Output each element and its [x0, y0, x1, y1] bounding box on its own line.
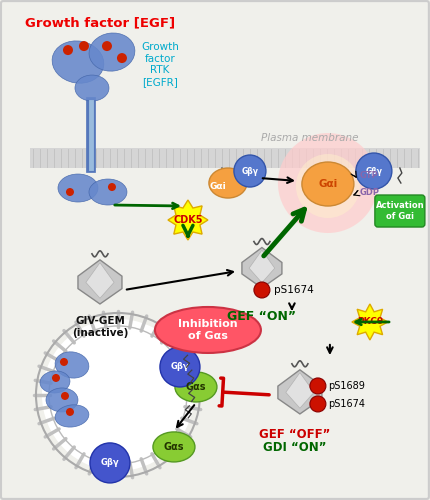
Circle shape — [102, 41, 112, 51]
Ellipse shape — [89, 179, 127, 205]
Circle shape — [61, 392, 69, 400]
Circle shape — [108, 183, 116, 191]
Circle shape — [310, 378, 326, 394]
Text: GTP: GTP — [360, 170, 379, 179]
Ellipse shape — [175, 372, 217, 402]
Circle shape — [79, 41, 89, 51]
FancyBboxPatch shape — [375, 195, 425, 227]
Text: Inhibition
of Gαs: Inhibition of Gαs — [178, 319, 238, 341]
Circle shape — [66, 188, 74, 196]
Ellipse shape — [155, 307, 261, 353]
Text: Gβγ: Gβγ — [101, 458, 119, 468]
Text: Growth
factor
RTK
[EGFR]: Growth factor RTK [EGFR] — [141, 42, 179, 87]
Circle shape — [160, 347, 200, 387]
Circle shape — [310, 396, 326, 412]
Text: PKCθ: PKCθ — [357, 318, 383, 326]
Ellipse shape — [58, 174, 98, 202]
Circle shape — [90, 443, 130, 483]
Text: pS1689: pS1689 — [328, 381, 365, 391]
Circle shape — [63, 45, 73, 55]
Text: GDI “ON”: GDI “ON” — [263, 441, 327, 454]
Circle shape — [254, 282, 270, 298]
Polygon shape — [278, 370, 322, 414]
Circle shape — [278, 133, 378, 233]
Ellipse shape — [52, 41, 104, 83]
Text: Gαs: Gαs — [186, 382, 206, 392]
Text: GIV-GEM
(inactive): GIV-GEM (inactive) — [72, 316, 128, 338]
Circle shape — [296, 154, 360, 218]
Text: Activation
of Gαi: Activation of Gαi — [375, 202, 424, 220]
Text: Growth factor [EGF]: Growth factor [EGF] — [25, 16, 175, 29]
Polygon shape — [286, 372, 314, 408]
Polygon shape — [242, 248, 282, 288]
Ellipse shape — [55, 352, 89, 378]
Text: GEF “OFF”: GEF “OFF” — [259, 428, 331, 441]
Circle shape — [234, 155, 266, 187]
Polygon shape — [168, 200, 208, 240]
Ellipse shape — [40, 371, 70, 393]
Ellipse shape — [89, 33, 135, 71]
Ellipse shape — [46, 388, 78, 412]
Ellipse shape — [302, 162, 354, 206]
Circle shape — [60, 358, 68, 366]
Text: Gβγ: Gβγ — [366, 166, 382, 175]
Text: CDK5: CDK5 — [173, 215, 203, 225]
Circle shape — [52, 374, 60, 382]
Circle shape — [117, 53, 127, 63]
Ellipse shape — [75, 75, 109, 101]
Bar — [30, 148, 420, 168]
Text: Gαi: Gαi — [318, 179, 338, 189]
Text: Gβγ: Gβγ — [241, 166, 258, 175]
Text: Gβγ: Gβγ — [171, 362, 189, 372]
Text: Gαs: Gαs — [164, 442, 184, 452]
Text: Plasma membrane: Plasma membrane — [261, 133, 359, 143]
Text: GDP: GDP — [360, 188, 380, 196]
Text: pS1674: pS1674 — [328, 399, 365, 409]
Polygon shape — [78, 260, 122, 304]
Text: pS1674: pS1674 — [274, 285, 313, 295]
Polygon shape — [352, 304, 388, 340]
Circle shape — [42, 319, 194, 471]
Ellipse shape — [209, 168, 247, 198]
Polygon shape — [86, 262, 114, 298]
Polygon shape — [249, 250, 275, 282]
Circle shape — [356, 153, 392, 189]
Circle shape — [66, 408, 74, 416]
Ellipse shape — [55, 405, 89, 427]
Text: Gαi: Gαi — [209, 182, 226, 190]
Ellipse shape — [153, 432, 195, 462]
Text: GEF “ON”: GEF “ON” — [227, 310, 296, 323]
